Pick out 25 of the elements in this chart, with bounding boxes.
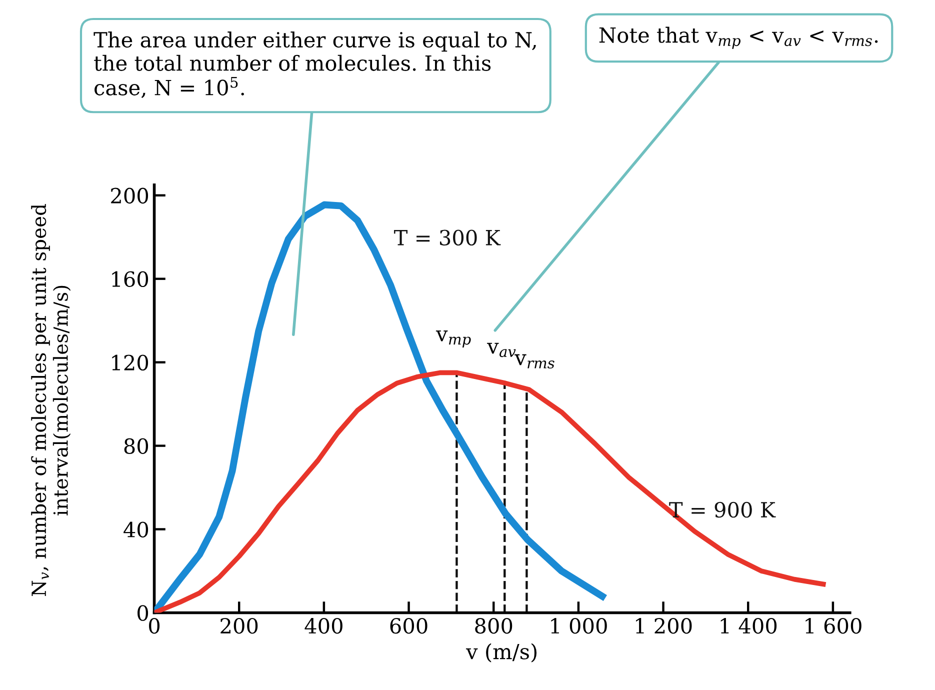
x-tick-label: 1 200 — [636, 618, 692, 634]
y-tick-label: 160 — [112, 271, 148, 288]
y-tick-label: 200 — [111, 188, 148, 204]
x-tick-label: 0 — [149, 618, 160, 634]
x-tick-label: 400 — [304, 618, 342, 634]
y-tick-label: 80 — [124, 438, 148, 454]
x-tick-label: 800 — [475, 618, 512, 634]
line-series — [154, 370, 828, 613]
y-tick-label: 0 — [138, 605, 148, 621]
x-tick-label: 1 000 — [551, 618, 607, 634]
y-tick-label: 40 — [124, 522, 148, 538]
x-tick-label: 1 600 — [806, 618, 862, 634]
series-label: T = 900 K — [669, 502, 776, 518]
series-label: T = 300 K — [394, 230, 501, 246]
x-tick-label: 600 — [390, 618, 428, 634]
text: Note that v$_{mp}$ < v$_{av}$ < v$_{rms}$. — [599, 26, 878, 49]
x-tick-label: 200 — [220, 618, 258, 634]
y-tick-label: 120 — [112, 354, 148, 371]
text: The area under either curve is equal to N, the total number of molecules. In this case, N = 10$^{5}$. — [94, 31, 536, 98]
ref-line-label: v$_{av}$ — [487, 342, 516, 358]
ref-line-label: v$_{mp}$ — [436, 330, 471, 348]
x-tick-label: 1 400 — [720, 618, 777, 634]
y-axis-title: N$_{v}$, number of molecules per unit speed interval(molecules/m/s) — [31, 204, 71, 596]
x-axis-title: v (m/s) — [466, 643, 537, 662]
ref-line-label: v$_{rms}$ — [514, 354, 554, 369]
